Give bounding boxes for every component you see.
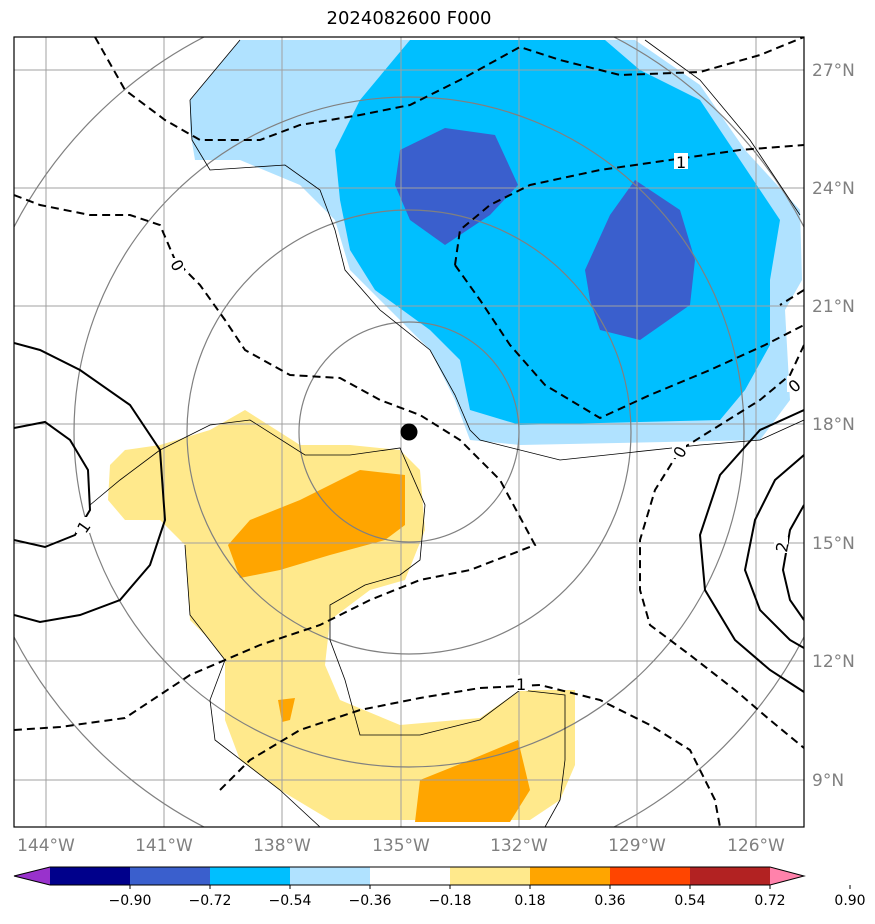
storm-center-marker (400, 423, 418, 441)
colorbar-segment (290, 867, 371, 885)
colorbar-extend-high (770, 867, 804, 885)
colorbar-tick-label: −0.18 (429, 893, 472, 909)
longitude-labels: 144°W 141°W 138°W 135°W 132°W 129°W 126°… (17, 836, 785, 856)
lon-label: 129°W (608, 836, 666, 856)
contour-label-group: 0 1 0 0 1 2 1 (73, 153, 805, 694)
map-border (13, 36, 805, 828)
thin-outline-contours (89, 39, 804, 827)
colorbar-segment (530, 867, 611, 885)
colorbar-outline (13, 866, 806, 886)
solid-contours (14, 342, 804, 693)
colorbar-segment (50, 867, 131, 885)
map-title: 2024082600 F000 (326, 8, 492, 29)
colorbar-segment (370, 867, 451, 885)
colorbar-tick-label: 0.54 (674, 893, 705, 909)
latitude-labels: 27°N 24°N 21°N 18°N 15°N 12°N 9°N (812, 61, 855, 791)
colorbar-segment (610, 867, 691, 885)
lon-label: 144°W (17, 836, 75, 856)
lat-label: 15°N (812, 534, 855, 554)
dashed-contours (14, 37, 804, 827)
negative-anomaly-strong-region-north (395, 128, 518, 245)
colorbar-tick-label: 0.72 (754, 893, 785, 909)
colorbar-tick-label: 0.18 (514, 893, 545, 909)
colorbar-tick-label: −0.54 (269, 893, 312, 909)
colorbar-segment (210, 867, 291, 885)
colorbar-segment (690, 867, 771, 885)
colorbar-tick-label: −0.90 (109, 893, 152, 909)
colorbar-tick-label: −0.36 (349, 893, 392, 909)
lat-label: 27°N (812, 61, 855, 81)
positive-anomaly-mid-region-south (415, 740, 530, 822)
positive-anomaly-mid-region-center (228, 470, 405, 578)
lon-label: 135°W (372, 836, 430, 856)
contour-label: 1 (676, 153, 686, 172)
lat-label: 18°N (812, 415, 855, 435)
colorbar: −0.90 −0.72 −0.54 −0.36 −0.18 0.18 0.36 0.54 0.7… (13, 866, 866, 909)
range-rings (14, 37, 804, 827)
lat-label: 12°N (812, 652, 855, 672)
contour-label: 1 (516, 675, 526, 694)
colorbar-segment (130, 867, 211, 885)
lat-label: 21°N (812, 297, 855, 317)
positive-anomaly-light-region (108, 410, 575, 820)
lat-lon-grid (14, 37, 804, 827)
negative-anomaly-strong-region-south (585, 180, 695, 340)
lon-label: 138°W (253, 836, 311, 856)
lon-label: 141°W (135, 836, 193, 856)
lat-label: 24°N (812, 179, 855, 199)
colorbar-tick-label: 0.36 (594, 893, 625, 909)
colorbar-segment (450, 867, 531, 885)
colorbar-extend-low (14, 867, 50, 885)
colorbar-tick-label: −0.72 (189, 893, 232, 909)
lon-label: 132°W (490, 836, 548, 856)
lat-label: 9°N (812, 771, 844, 791)
contour-label: 2 (772, 540, 792, 553)
lon-label: 126°W (727, 836, 785, 856)
colorbar-tick-label: 0.90 (834, 893, 865, 909)
